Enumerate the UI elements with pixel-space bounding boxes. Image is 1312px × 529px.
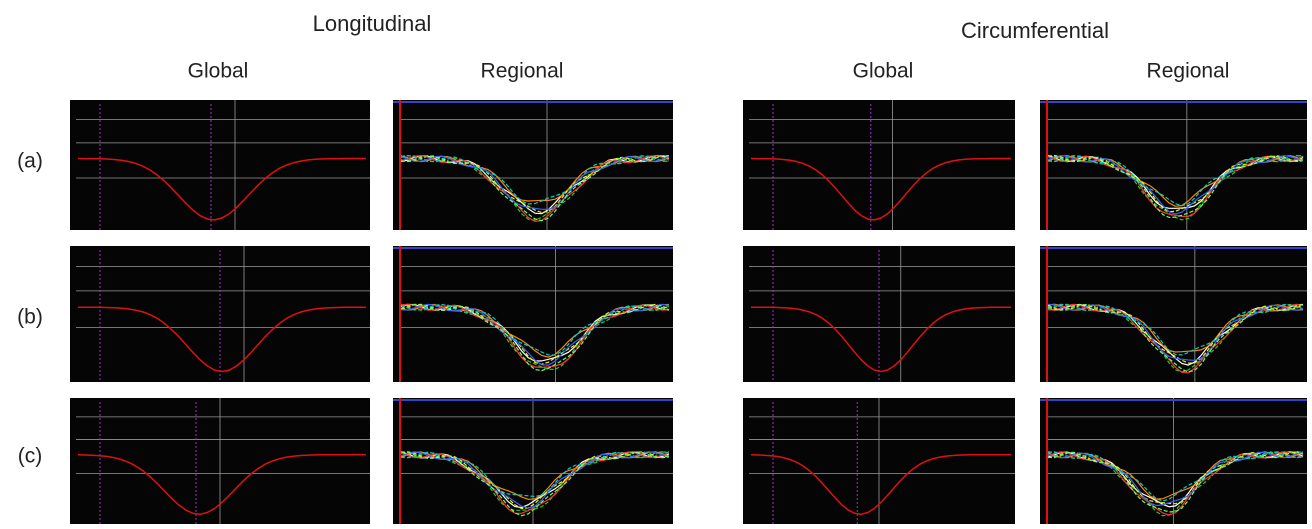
figure: Longitudinal Circumferential Global Regi… <box>0 0 1312 524</box>
row-label: (b) <box>17 306 43 329</box>
group-header: Circumferential <box>961 18 1109 43</box>
column-header: Global <box>853 60 914 83</box>
row-label: (c) <box>18 445 43 468</box>
page: Longitudinal Circumferential Global Regi… <box>0 0 1312 524</box>
column-header: Regional <box>1147 60 1230 83</box>
column-header: Global <box>188 60 249 83</box>
row-label: (a) <box>17 150 43 173</box>
column-header: Regional <box>481 60 564 83</box>
group-header: Longitudinal <box>313 11 432 36</box>
